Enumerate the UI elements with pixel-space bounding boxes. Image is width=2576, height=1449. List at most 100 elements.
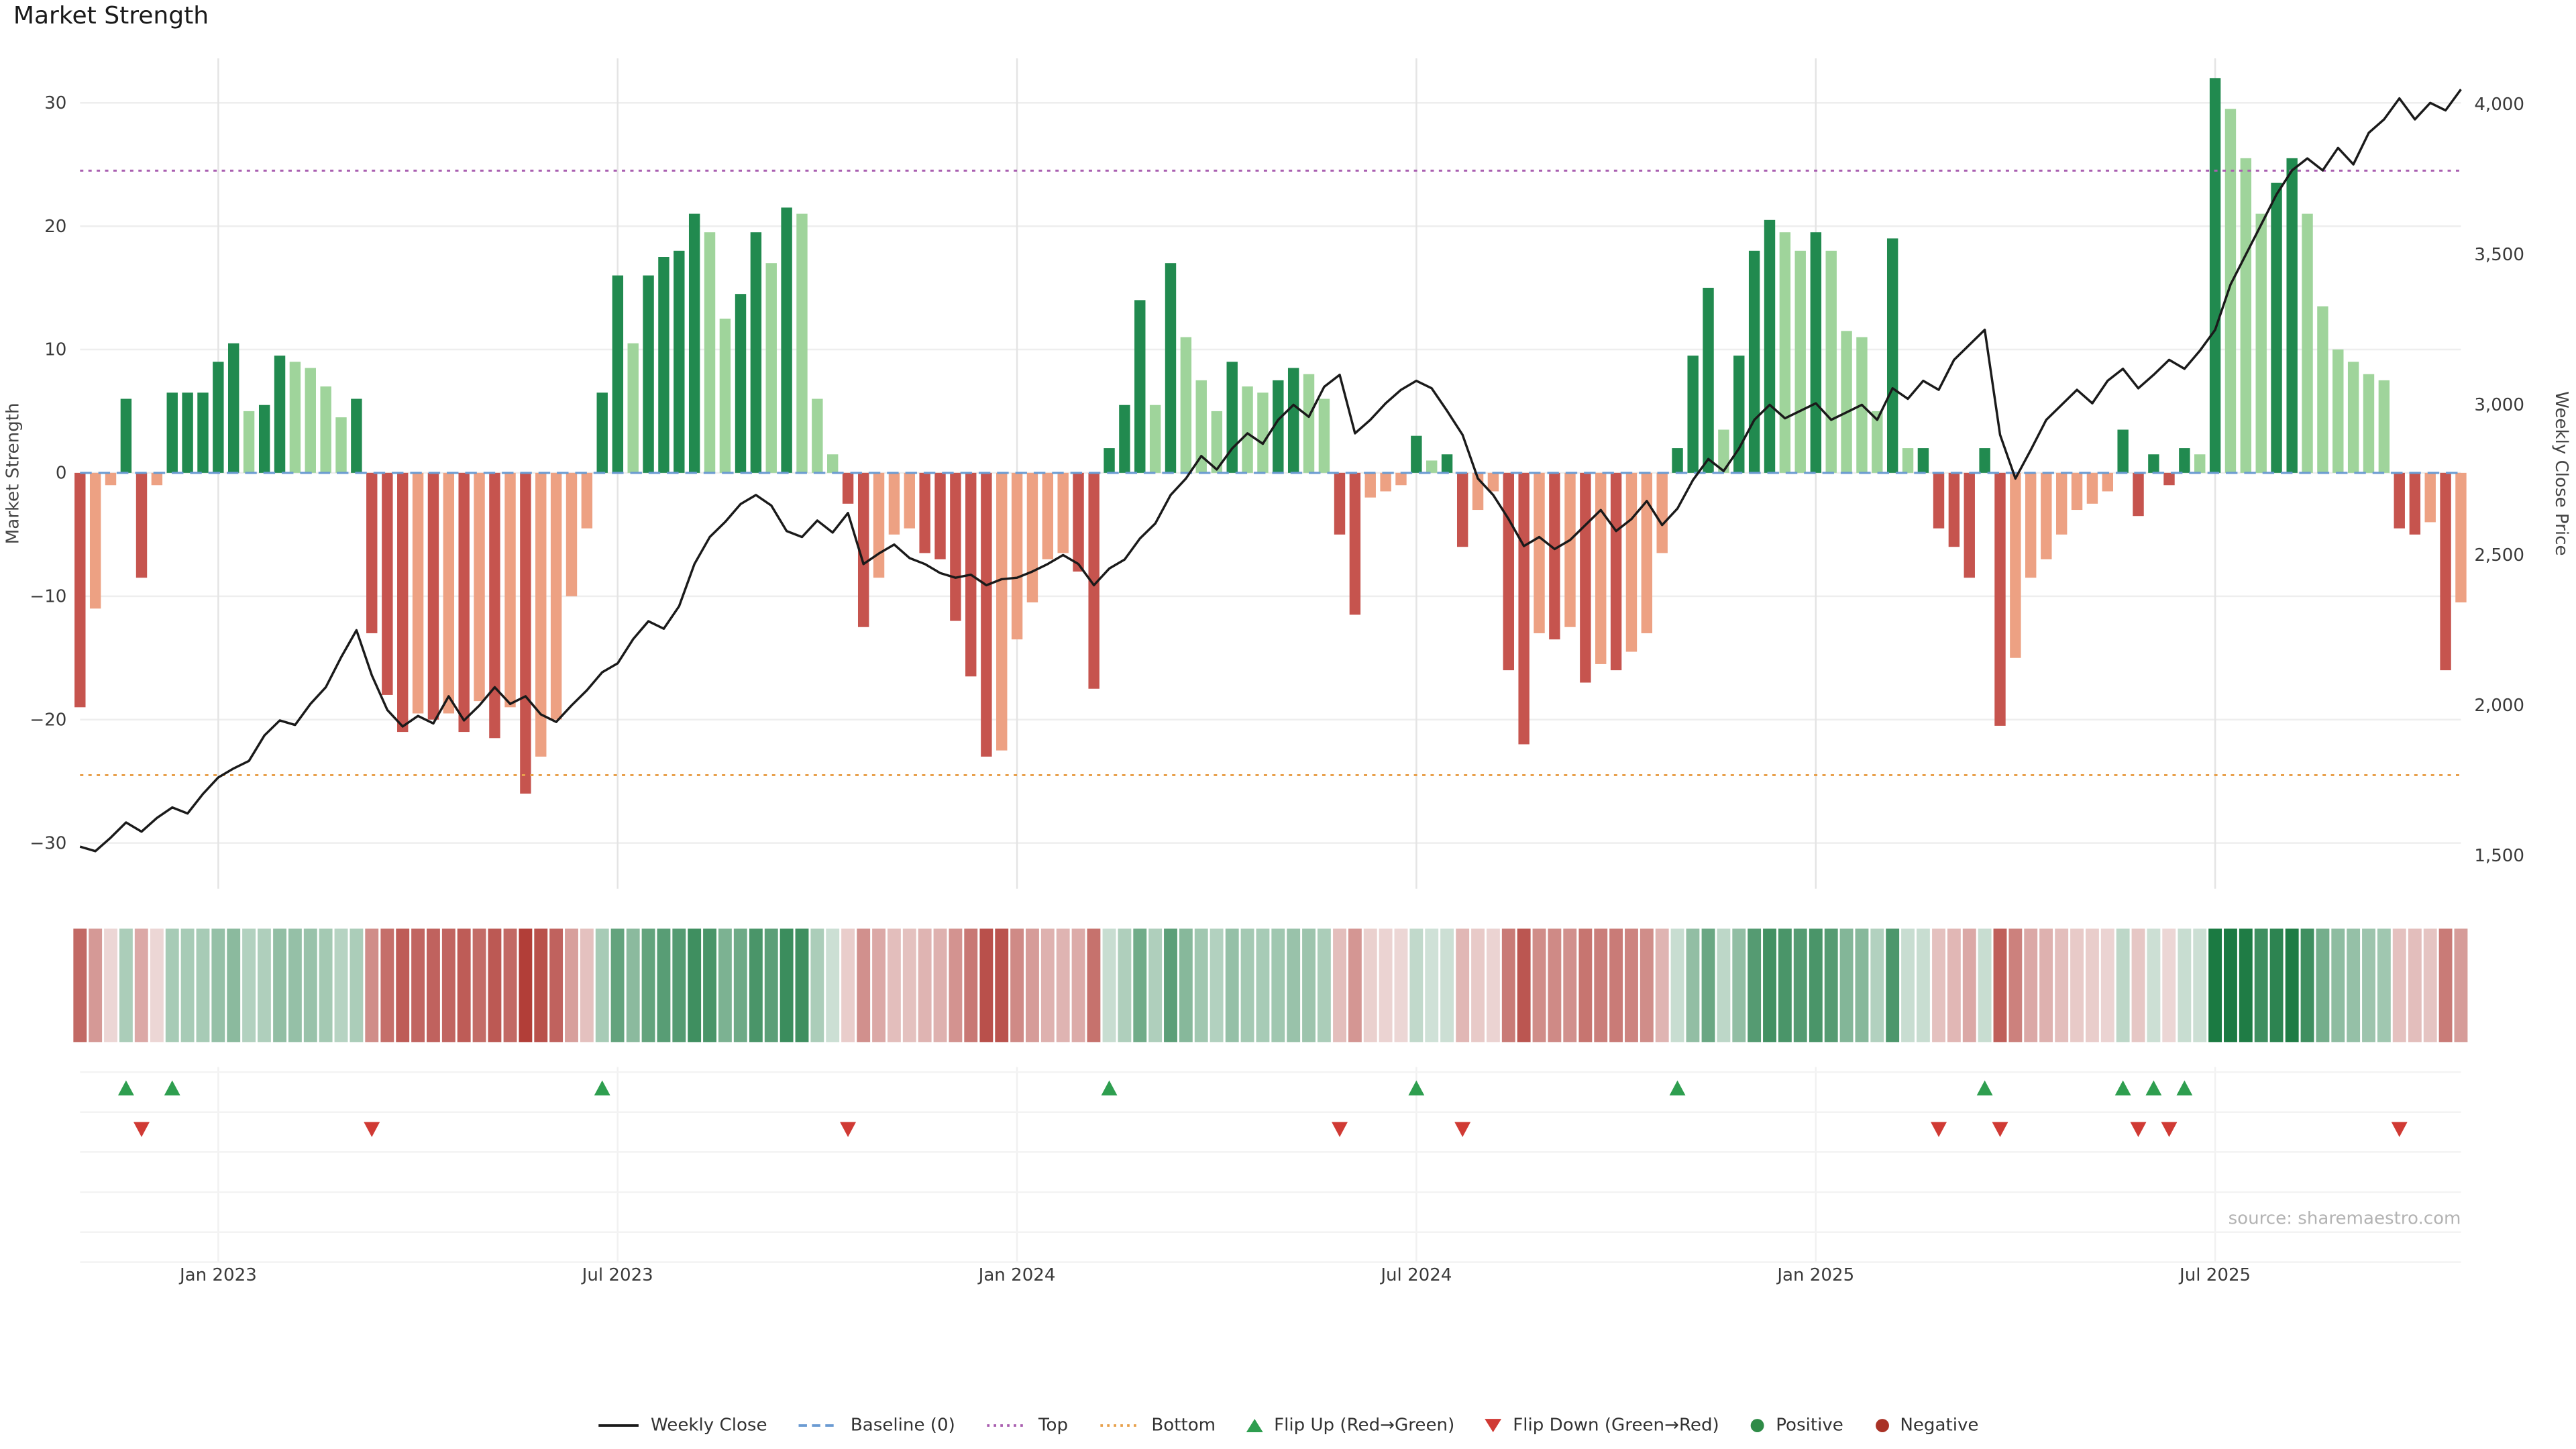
heatmap-cell: [1824, 928, 1838, 1042]
flip-up-marker: [1669, 1080, 1686, 1095]
heatmap-cell: [165, 928, 179, 1042]
left-axis-tick-label: −30: [30, 833, 66, 853]
dashed-line-icon: [798, 1424, 839, 1427]
strength-bar: [1349, 472, 1361, 615]
strength-bar: [2363, 374, 2375, 473]
strength-bar: [1580, 472, 1591, 683]
strength-bar: [535, 472, 547, 757]
heatmap-cell: [1133, 928, 1147, 1042]
heatmap-cell: [1901, 928, 1915, 1042]
right-axis-tick-label: 1,500: [2474, 846, 2524, 866]
strength-bar: [443, 472, 455, 714]
heatmap-cell: [1548, 928, 1562, 1042]
dotted-line-purple-icon: [987, 1424, 1027, 1427]
heatmap-cell: [1670, 928, 1684, 1042]
heatmap-cell: [1839, 928, 1854, 1042]
strength-bar: [1810, 232, 1822, 473]
x-axis-tick-label: Jan 2023: [178, 1265, 257, 1285]
right-axis-tick-label: 4,000: [2474, 95, 2524, 115]
heatmap-cell: [2362, 928, 2375, 1042]
strength-bar: [812, 398, 823, 473]
strength-bar: [1764, 219, 1776, 473]
strength-bar: [120, 398, 132, 473]
heatmap-cell: [1563, 928, 1577, 1042]
strength-bar: [934, 472, 946, 559]
solid-line-icon: [598, 1424, 639, 1427]
left-axis-tick-label: 20: [44, 217, 66, 237]
heatmap-cell: [1609, 928, 1623, 1042]
strength-bar: [1933, 472, 1945, 529]
strength-bar: [1134, 300, 1146, 473]
heatmap-cell: [887, 928, 901, 1042]
strength-bar: [2041, 472, 2052, 559]
heatmap-cell: [180, 928, 195, 1042]
heatmap-cell: [2039, 928, 2053, 1042]
strength-bar: [2055, 472, 2068, 535]
heatmap-cell: [519, 928, 533, 1042]
heatmap-cell: [2300, 928, 2314, 1042]
flip-up-marker: [1101, 1080, 1118, 1095]
heatmap-cell: [1486, 928, 1500, 1042]
legend-weekly-close: Weekly Close: [597, 1415, 767, 1436]
heatmap-cell: [1962, 928, 1976, 1042]
heatmap-cell: [1594, 928, 1608, 1042]
strength-bar: [1841, 331, 1852, 473]
strength-bar: [1273, 380, 1284, 473]
legend-label: Top: [1038, 1415, 1069, 1436]
legend-label: Flip Down (Green→Red): [1513, 1415, 1719, 1436]
heatmap-cell: [2131, 928, 2145, 1042]
x-axis-tick-label: Jan 2024: [977, 1265, 1056, 1285]
heatmap-cell: [826, 928, 840, 1042]
strength-bar: [1703, 287, 1714, 473]
strength-bar: [258, 405, 270, 473]
heatmap-cell: [1578, 928, 1593, 1042]
flip-up-marker: [2114, 1080, 2131, 1095]
strength-bar: [1104, 448, 1115, 473]
strength-bar: [873, 472, 885, 578]
heatmap-cell: [196, 928, 210, 1042]
heatmap-cell: [1118, 928, 1132, 1042]
strength-bar: [1595, 472, 1607, 664]
heatmap-cell: [119, 928, 133, 1042]
heatmap-cell: [211, 928, 225, 1042]
heatmap-cell: [2408, 928, 2422, 1042]
heatmap-cell: [1532, 928, 1546, 1042]
flip-up-marker: [1408, 1080, 1425, 1095]
legend-label: Negative: [1900, 1415, 1979, 1436]
heatmap-cell: [626, 928, 640, 1042]
heatmap-cell: [995, 928, 1009, 1042]
heatmap-cell: [303, 928, 317, 1042]
flip-down-marker: [2391, 1122, 2408, 1138]
chart-legend: Weekly Close Baseline (0) Top Bottom Fli…: [0, 1415, 2576, 1436]
x-axis-tick-label: Jan 2025: [1776, 1265, 1854, 1285]
heatmap-cell: [718, 928, 732, 1042]
heatmap-cell: [1071, 928, 1085, 1042]
strength-bar: [827, 454, 839, 473]
flip-markers: [117, 1080, 2408, 1138]
heatmap-cell: [2024, 928, 2038, 1042]
strength-bar: [2086, 472, 2098, 504]
heatmap-cell: [580, 928, 594, 1042]
heatmap-cell: [1348, 928, 1362, 1042]
flip-up-marker: [117, 1080, 134, 1095]
strength-bar: [1718, 429, 1729, 473]
heatmap-cell: [1640, 928, 1654, 1042]
heatmap-cell: [2162, 928, 2176, 1042]
heatmap-cell: [1886, 928, 1900, 1042]
heatmap-cell: [2208, 928, 2222, 1042]
strength-bar: [1825, 250, 1837, 473]
heatmap-cell: [1379, 928, 1393, 1042]
strength-bar: [305, 368, 316, 473]
strength-bar: [1165, 263, 1177, 473]
strength-bar: [1948, 472, 1960, 547]
strength-bar: [1641, 472, 1653, 633]
strength-bar: [1794, 250, 1806, 473]
strength-bar: [1242, 386, 1253, 473]
heatmap-cell: [150, 928, 164, 1042]
heatmap-cell: [872, 928, 885, 1042]
dotted-line-orange-icon: [1099, 1424, 1140, 1427]
heatmap-cell: [733, 928, 747, 1042]
strength-bar: [1195, 380, 1207, 473]
strength-bar: [2332, 349, 2344, 473]
strength-bar: [1656, 472, 1668, 553]
